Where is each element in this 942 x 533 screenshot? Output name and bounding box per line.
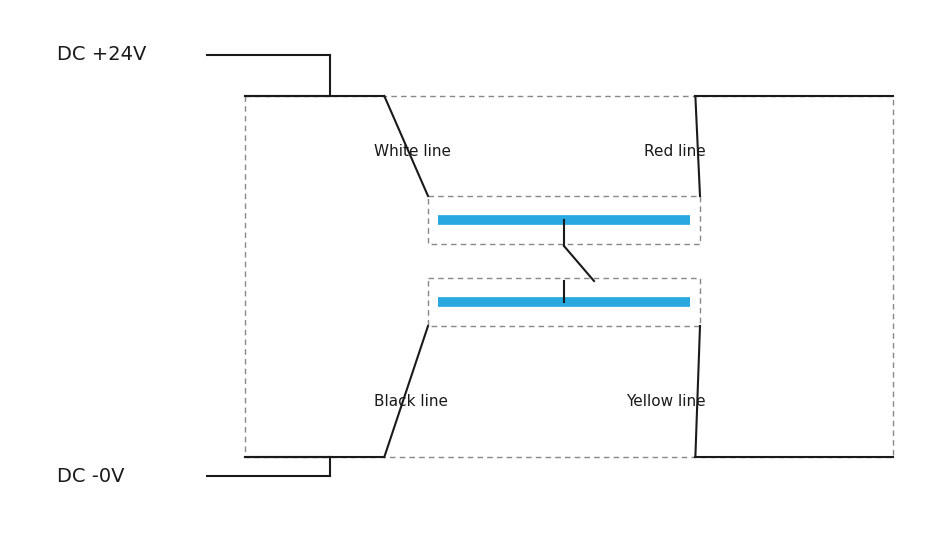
- Text: Yellow line: Yellow line: [625, 394, 706, 409]
- Text: DC -0V: DC -0V: [57, 466, 124, 486]
- Bar: [428, 278, 700, 326]
- Text: DC +24V: DC +24V: [57, 45, 146, 64]
- Text: Black line: Black line: [374, 394, 448, 409]
- Bar: [428, 196, 700, 244]
- Bar: [245, 96, 893, 457]
- Text: Red line: Red line: [643, 143, 706, 158]
- Text: White line: White line: [374, 143, 451, 158]
